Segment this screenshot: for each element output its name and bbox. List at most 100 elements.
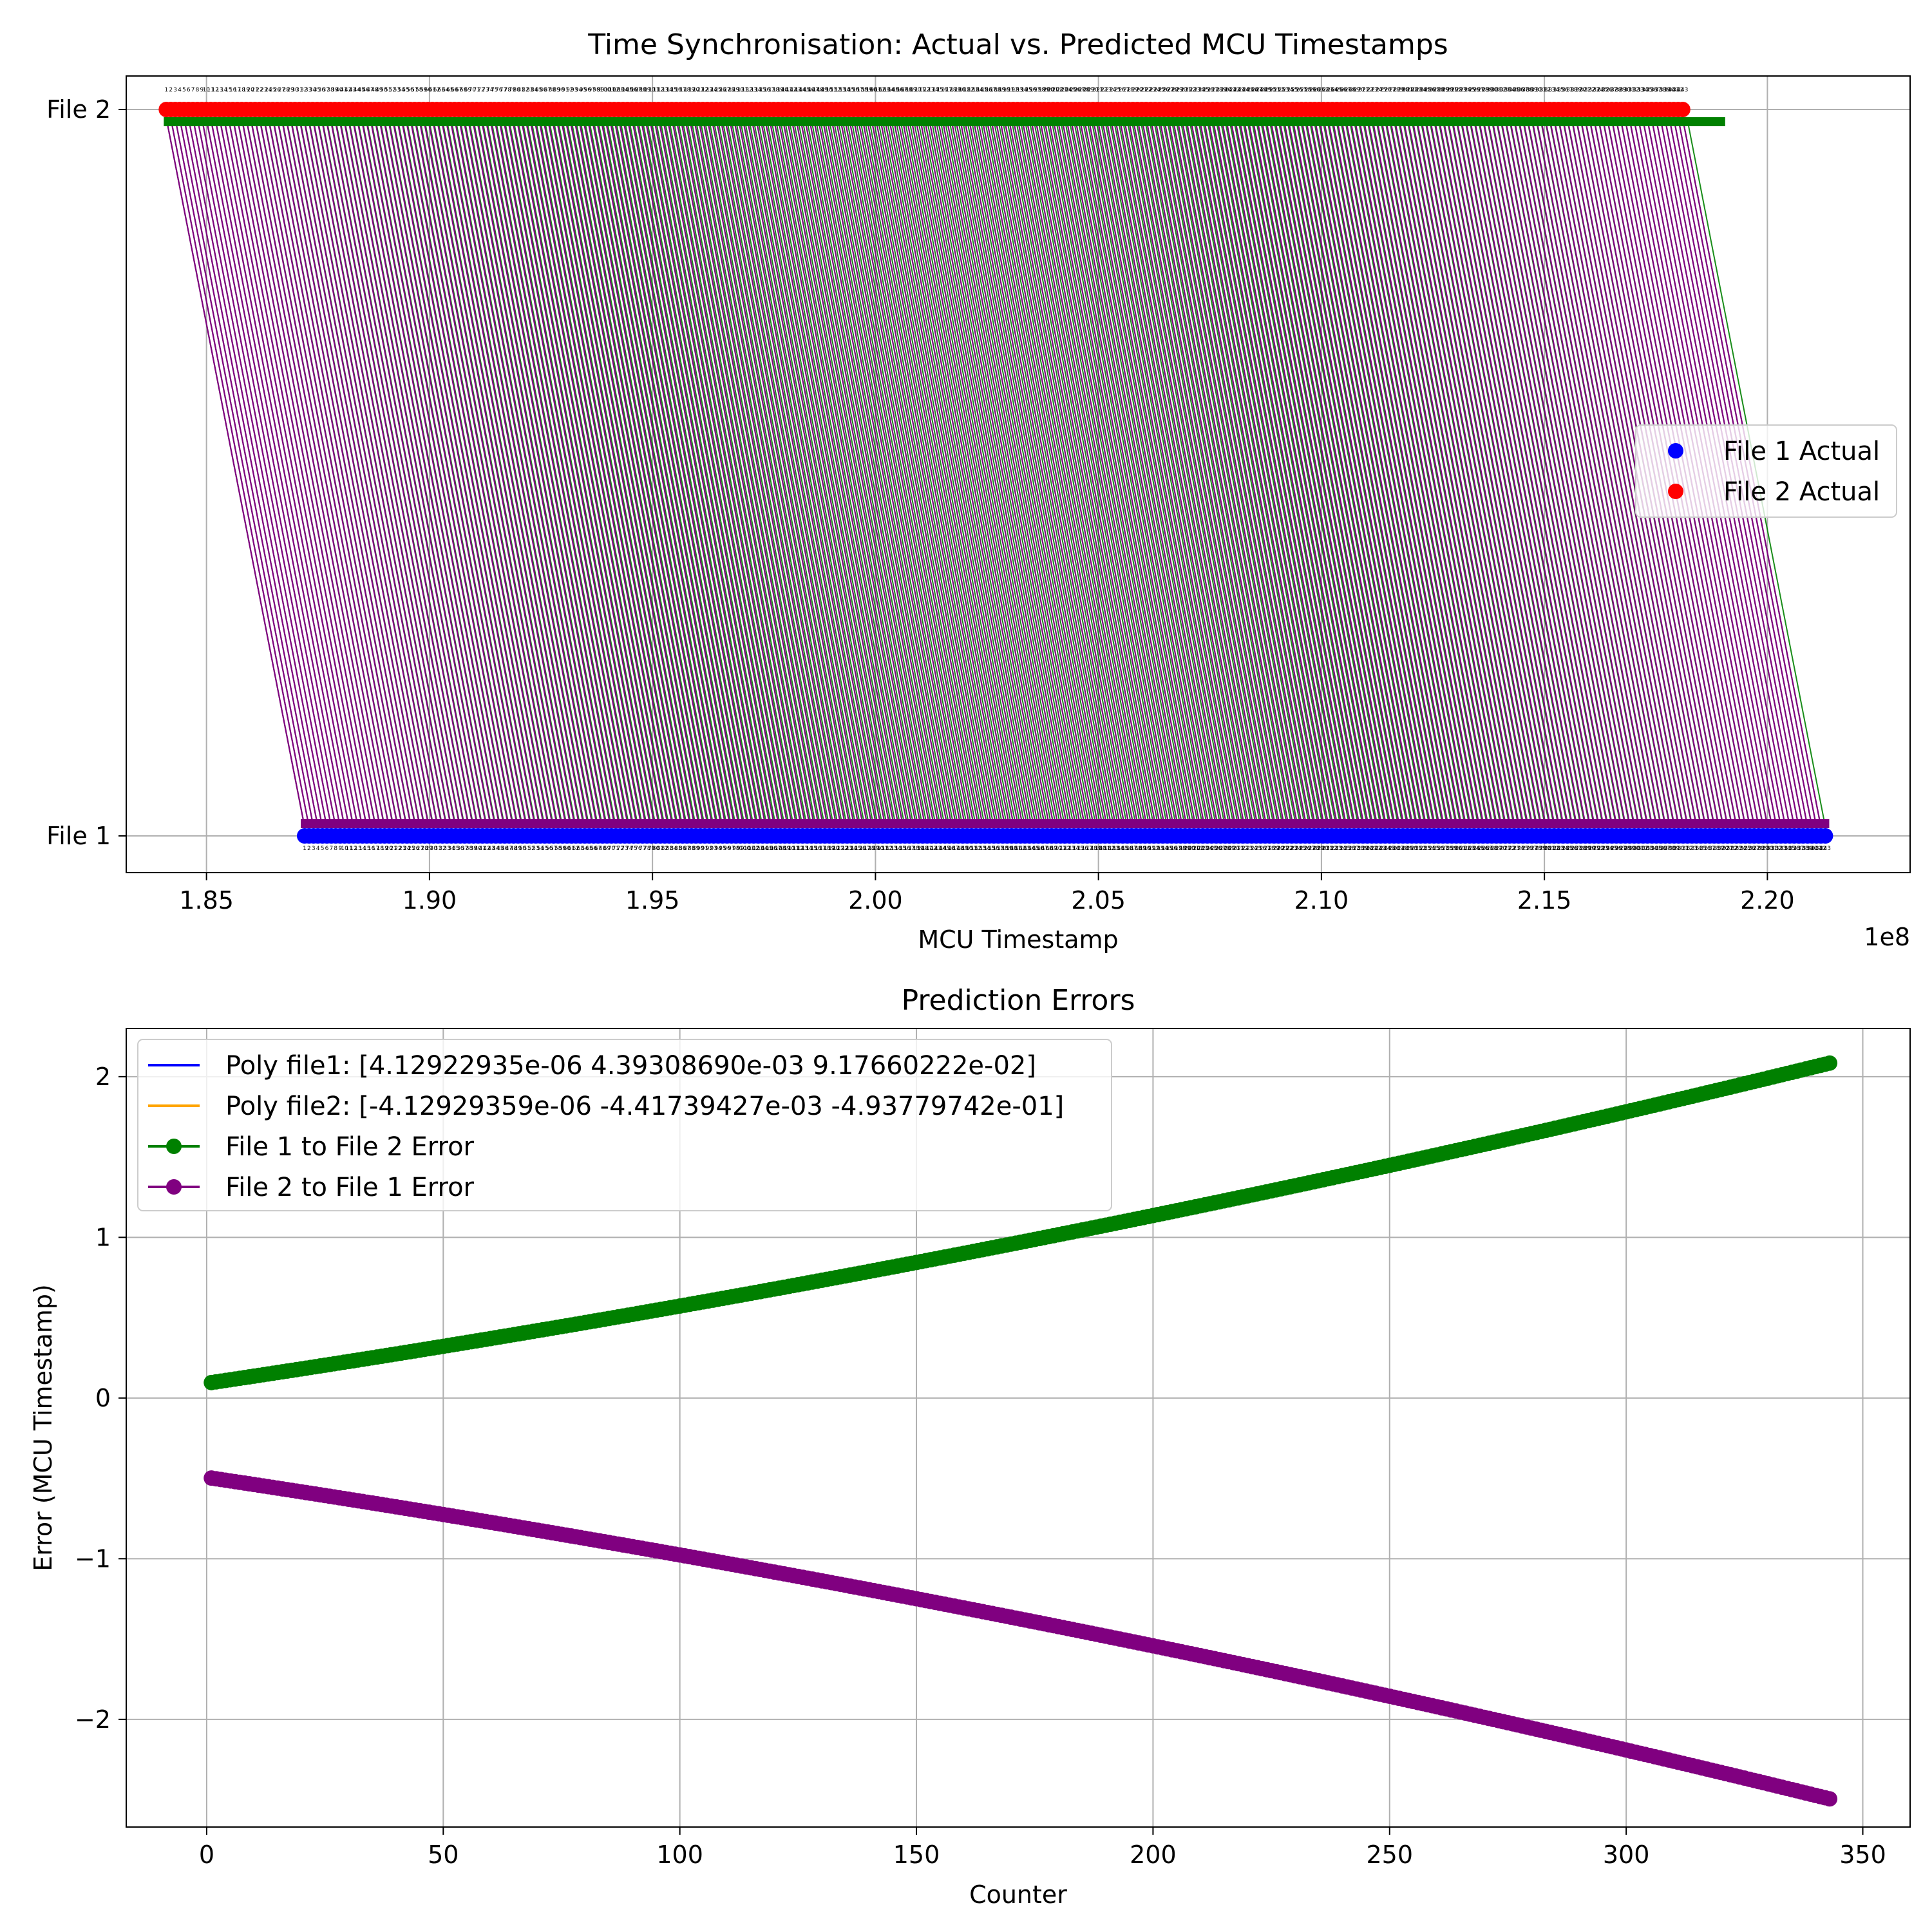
file1-counter-label: 49 <box>515 846 522 852</box>
file1-counter-label: 180 <box>1095 846 1106 852</box>
file2-counter-label: 41 <box>340 87 347 93</box>
file1-counter-label: 258 <box>1442 846 1453 852</box>
file2-counter-label: 130 <box>733 87 744 93</box>
file1-counter-label: 301 <box>1633 846 1644 852</box>
file1-counter-label: 124 <box>846 846 857 852</box>
file1-counter-label: 159 <box>1001 846 1012 852</box>
file2-counter-label: 338 <box>1655 87 1666 93</box>
file1-counter-label: 245 <box>1384 846 1395 852</box>
file2-counter-label: 132 <box>742 87 753 93</box>
file1-counter-label: 76 <box>634 846 642 852</box>
file1-counter-label: 286 <box>1566 846 1577 852</box>
file1-counter-label: 5 <box>321 846 325 852</box>
file2-counter-label: 36 <box>318 87 326 93</box>
sync-x-tick-label: 2.05 <box>1071 886 1126 914</box>
errors-y-axis-label: Error (MCU Timestamp) <box>29 1284 57 1571</box>
file1-counter-label: 90 <box>697 846 705 852</box>
file1-counter-label: 14 <box>359 846 366 852</box>
file2-counter-label: 313 <box>1544 87 1555 93</box>
file2-counter-label: 29 <box>287 87 294 93</box>
legend-marker-file2-to-file1 <box>166 1179 182 1195</box>
file1-counter-label: 206 <box>1211 846 1222 852</box>
errors-legend: Poly file1: [4.12922935e-06 4.39308690e-… <box>137 1039 1112 1211</box>
file2-counter-label: 64 <box>442 87 450 93</box>
file2-counter-label: 194 <box>1016 87 1027 93</box>
errors-x-tick-label: 300 <box>1603 1841 1650 1869</box>
file1-counter-label: 330 <box>1762 846 1773 852</box>
file2-counter-label: 308 <box>1522 87 1533 93</box>
file1-counter-label: 182 <box>1104 846 1115 852</box>
errors-x-tick-label: 150 <box>893 1841 940 1869</box>
file1-counter-label: 148 <box>952 846 963 852</box>
file1-counter-label: 104 <box>757 846 768 852</box>
file2-counter-label: 152 <box>830 87 841 93</box>
file1-counter-label: 311 <box>1678 846 1689 852</box>
file2-counter-label: 245 <box>1243 87 1254 93</box>
file2-counter-label: 10 <box>203 87 211 93</box>
file1-counter-label: 52 <box>527 846 535 852</box>
file1-counter-label: 221 <box>1277 846 1288 852</box>
file1-counter-label: 70 <box>608 846 616 852</box>
file2-counter-label: 316 <box>1557 87 1568 93</box>
file1-counter-label: 153 <box>975 846 986 852</box>
file1-counter-label: 170 <box>1050 846 1061 852</box>
file2-counter-label: 326 <box>1602 87 1613 93</box>
file2-counter-label: 154 <box>839 87 850 93</box>
file1-counter-label: 22 <box>394 846 401 852</box>
file1-counter-label: 96 <box>723 846 731 852</box>
file2-counter-label: 118 <box>679 87 690 93</box>
file2-counter-label: 205 <box>1065 87 1076 93</box>
sync-x-tick-label: 1.95 <box>625 886 680 914</box>
file1-counter-label: 156 <box>989 846 999 852</box>
file1-counter-label: 235 <box>1340 846 1350 852</box>
file1-counter-label: 31 <box>434 846 441 852</box>
sync-x-tick-label: 2.10 <box>1294 886 1349 914</box>
file2-counter-label: 49 <box>375 87 383 93</box>
file2-counter-label: 157 <box>853 87 864 93</box>
file1-counter-label: 158 <box>997 846 1008 852</box>
file1-counter-label: 288 <box>1575 846 1586 852</box>
file2-counter-label: 237 <box>1208 87 1218 93</box>
file1-counter-label: 129 <box>868 846 879 852</box>
file2-counter-label: 221 <box>1136 87 1147 93</box>
file2-counter-label: 73 <box>482 87 489 93</box>
sync-points <box>158 102 1833 844</box>
file2-counter-label: 204 <box>1061 87 1072 93</box>
file2-counter-label: 38 <box>327 87 334 93</box>
file2-counter-label: 330 <box>1620 87 1631 93</box>
file1-counter-label: 239 <box>1358 846 1368 852</box>
file1-counter-label: 84 <box>670 846 677 852</box>
file2-counter-label: 289 <box>1438 87 1449 93</box>
file2-counter-label: 148 <box>813 87 824 93</box>
file1-counter-label: 309 <box>1669 846 1680 852</box>
file2-counter-label: 28 <box>282 87 290 93</box>
file2-counter-label: 116 <box>670 87 681 93</box>
file1-actual-point <box>1817 828 1833 844</box>
file1-counter-label: 119 <box>824 846 835 852</box>
file1-counter-label: 302 <box>1638 846 1649 852</box>
file1-counter-label: 29 <box>426 846 433 852</box>
file2-counter-label: 190 <box>999 87 1010 93</box>
file2-counter-label: 131 <box>737 87 748 93</box>
file2-counter-label: 8 <box>196 87 200 93</box>
file2-counter-label: 284 <box>1416 87 1426 93</box>
file1-counter-label: 46 <box>501 846 509 852</box>
file1-counter-label: 268 <box>1486 846 1497 852</box>
file2-counter-label: 329 <box>1615 87 1626 93</box>
file1-counter-label: 211 <box>1233 846 1244 852</box>
file2-counter-label: 240 <box>1220 87 1231 93</box>
file2-counter-label: 286 <box>1425 87 1435 93</box>
file1-counter-label: 54 <box>536 846 544 852</box>
file2-counter-label: 68 <box>460 87 468 93</box>
file2-counter-label: 165 <box>888 87 899 93</box>
file1-counter-label: 233 <box>1331 846 1341 852</box>
file1-counter-label: 55 <box>541 846 548 852</box>
file2-counter-label: 56 <box>406 87 414 93</box>
file1-counter-label: 261 <box>1455 846 1466 852</box>
file1-counter-label: 3 <box>312 846 316 852</box>
file1-counter-label: 181 <box>1099 846 1110 852</box>
file1-counter-label: 33 <box>443 846 450 852</box>
file2-counter-label: 147 <box>808 87 819 93</box>
sync-arrowheads-file2 <box>164 117 1725 126</box>
file1-counter-label: 77 <box>639 846 646 852</box>
